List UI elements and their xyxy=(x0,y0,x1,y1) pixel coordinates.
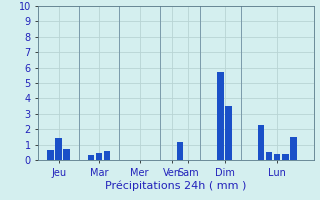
Bar xyxy=(96,153,102,160)
Bar xyxy=(47,150,54,160)
Bar xyxy=(55,138,62,160)
Bar xyxy=(258,125,264,160)
Bar xyxy=(282,154,289,160)
Bar xyxy=(225,106,232,160)
Bar xyxy=(217,72,224,160)
Bar xyxy=(104,151,110,160)
Bar xyxy=(88,155,94,160)
X-axis label: Précipitations 24h ( mm ): Précipitations 24h ( mm ) xyxy=(105,180,247,191)
Bar xyxy=(63,149,70,160)
Bar xyxy=(177,142,183,160)
Bar xyxy=(290,137,297,160)
Bar xyxy=(274,154,280,160)
Bar xyxy=(266,152,272,160)
